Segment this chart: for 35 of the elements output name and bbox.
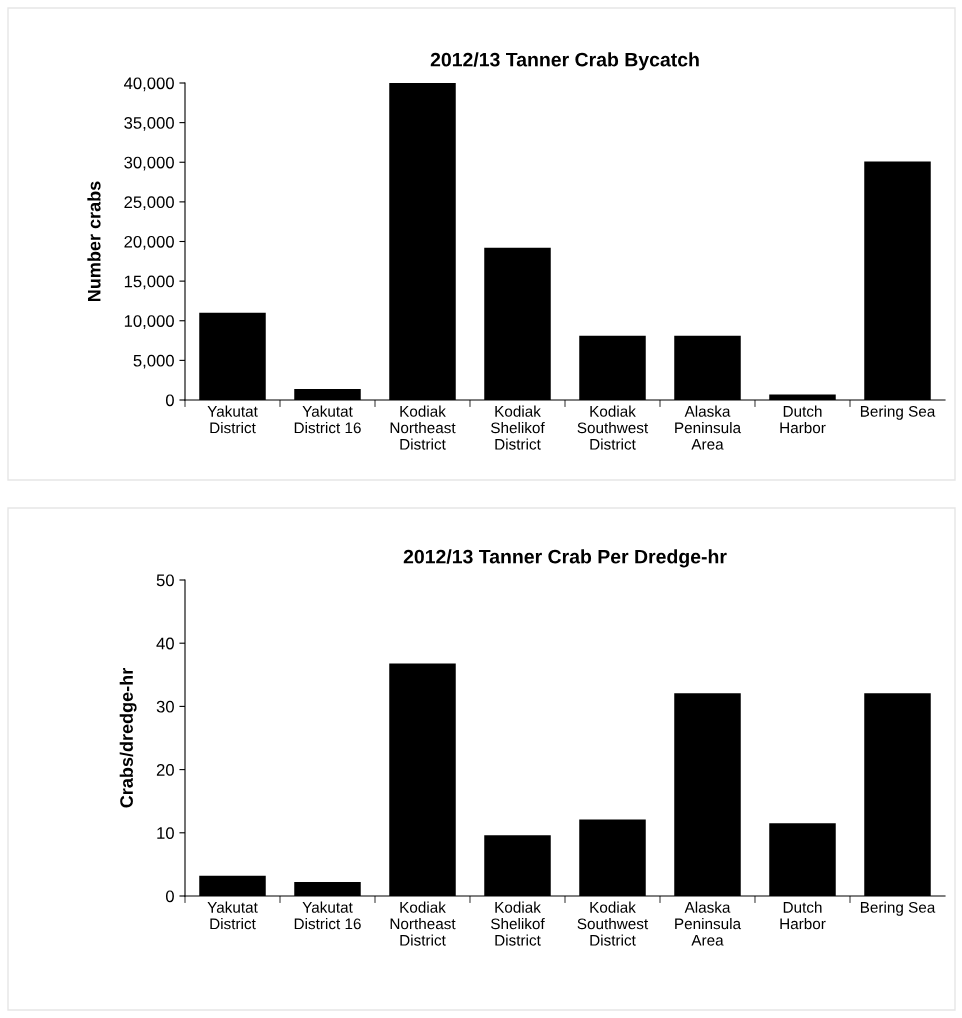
chart-title: 2012/13 Tanner Crab Bycatch [430,52,699,71]
y-tick-label: 30 [156,700,174,713]
y-tick-label: 50 [156,574,174,587]
x-tick-label: Yakutat District 16 [294,405,361,434]
x-tick-label: Dutch Harbor [780,405,826,434]
y-tick-label: 5,000 [133,354,174,369]
y-tick-label: 40 [156,637,174,650]
y-axis-title: Number crabs [87,181,101,301]
x-tick-label: Kodiak Southwest District [577,901,649,946]
x-tick-label: Yakutat District 16 [294,901,361,930]
x-tick-label: Bering Sea [860,901,936,916]
y-tick-label: 20,000 [124,235,174,250]
chart-title: 2012/13 Tanner Crab Per Dredge-hr [403,549,727,568]
y-tick-label: 20 [156,764,174,776]
x-tick-label: Alaska Peninsula Area [675,901,742,946]
x-tick-label: Kodiak Shelikof District [491,901,545,946]
x-tick-label: Kodiak Southwest District [577,405,649,450]
y-tick-label: 0 [165,394,174,407]
y-axis-title: Crabs/dredge-hr [119,668,137,808]
x-tick-label: Alaska Peninsula Area [675,405,742,450]
y-tick-label: 35,000 [124,117,174,131]
y-tick-label: 30,000 [124,156,174,171]
y-tick-label: 10 [157,827,174,839]
y-tick-label: 40,000 [123,77,174,92]
x-tick-label: Dutch Harbor [780,901,826,930]
x-tick-label: Yakutat District [207,901,258,930]
y-tick-label: 0 [165,890,174,903]
x-tick-label: Kodiak Northeast District [390,901,456,946]
y-tick-label: 25,000 [124,196,174,211]
x-tick-label: Bering Sea [860,405,936,420]
x-tick-label: Kodiak Shelikof District [491,405,545,450]
y-tick-label: 15,000 [124,275,174,290]
x-tick-label: Kodiak Northeast District [390,405,456,450]
y-tick-label: 10,000 [124,315,174,329]
x-tick-label: Yakutat District [207,405,258,434]
